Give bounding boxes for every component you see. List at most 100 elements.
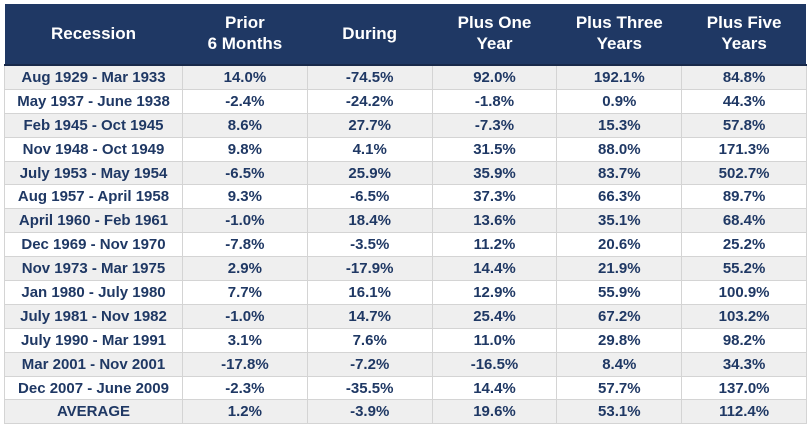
value-cell: 137.0%	[681, 375, 807, 401]
value-cell: 8.4%	[556, 351, 683, 377]
value-cell: 89.7%	[681, 184, 807, 210]
table-row: July 1953 - May 1954 -6.5% 25.9% 35.9% 83.7%…	[4, 160, 807, 186]
table-row: Jan 1980 - July 1980 7.7% 16.1% 12.9% 55.9% 1…	[4, 280, 807, 305]
value-cell: -3.5%	[306, 232, 433, 258]
value-cell: -7.2%	[306, 351, 433, 377]
recession-period-cell: Aug 1957 - April 1958	[4, 184, 183, 210]
recession-period-cell: Dec 2007 - June 2009	[4, 375, 183, 401]
value-cell: 66.3%	[556, 184, 683, 210]
value-cell: 11.0%	[431, 327, 558, 353]
table-row: July 1990 - Mar 1991 3.1% 7.6% 11.0% 29.8% 98…	[4, 327, 807, 353]
recession-period-cell: Nov 1973 - Mar 1975	[4, 256, 183, 282]
value-cell: 11.2%	[431, 232, 558, 258]
column-header-plus-one-year: Plus One Year	[432, 4, 557, 66]
value-cell: 35.1%	[556, 208, 683, 234]
value-cell: 3.1%	[182, 327, 308, 353]
value-cell: 103.2%	[681, 303, 807, 329]
value-cell: 53.1%	[556, 399, 683, 425]
value-cell: 13.6%	[431, 208, 558, 234]
value-cell: 29.8%	[556, 327, 683, 353]
value-cell: 18.4%	[306, 208, 433, 234]
value-cell: 7.6%	[306, 327, 433, 353]
column-header-recession: Recession	[4, 4, 183, 66]
value-cell: 88.0%	[556, 136, 683, 162]
value-cell: 67.2%	[556, 303, 683, 329]
value-cell: -17.8%	[182, 351, 308, 377]
column-header-plus-five-years: Plus Five Years	[681, 4, 807, 66]
value-cell: 502.7%	[681, 160, 807, 186]
recession-period-cell: May 1937 - June 1938	[4, 88, 183, 114]
value-cell: 14.7%	[306, 303, 433, 329]
value-cell: 92.0%	[431, 64, 558, 90]
table-row: Mar 2001 - Nov 2001 -17.8% -7.2% -16.5% 8.4%…	[4, 351, 807, 377]
value-cell: 31.5%	[431, 136, 558, 162]
value-cell: 14.4%	[431, 375, 558, 401]
value-cell: 15.3%	[556, 112, 683, 138]
column-header-during: During	[307, 4, 433, 66]
table-row: Nov 1973 - Mar 1975 2.9% -17.9% 14.4% 21.9% 5…	[4, 256, 807, 282]
value-cell: 8.6%	[182, 112, 308, 138]
value-cell: -16.5%	[431, 351, 558, 377]
table-row: May 1937 - June 1938 -2.4% -24.2% -1.8% 0.9%…	[4, 88, 807, 114]
recession-period-cell: AVERAGE	[4, 399, 183, 425]
table-row: July 1981 - Nov 1982 -1.0% 14.7% 25.4% 67.2%…	[4, 303, 807, 329]
recession-table-container: Recession Prior 6 Months During Plus One…	[4, 4, 807, 425]
value-cell: 25.4%	[431, 303, 558, 329]
value-cell: 1.2%	[182, 399, 308, 425]
value-cell: 84.8%	[681, 64, 807, 90]
value-cell: 25.9%	[306, 160, 433, 186]
value-cell: -35.5%	[306, 375, 433, 401]
recession-period-cell: July 1990 - Mar 1991	[4, 327, 183, 353]
value-cell: 57.8%	[681, 112, 807, 138]
value-cell: 98.2%	[681, 327, 807, 353]
value-cell: 4.1%	[306, 136, 433, 162]
recession-period-cell: Jan 1980 - July 1980	[4, 280, 183, 305]
value-cell: -7.8%	[182, 232, 308, 258]
recession-period-cell: July 1953 - May 1954	[4, 160, 183, 186]
recession-period-cell: Dec 1969 - Nov 1970	[4, 232, 183, 258]
table-row: April 1960 - Feb 1961 -1.0% 18.4% 13.6% 35.1…	[4, 208, 807, 234]
average-row: AVERAGE 1.2% -3.9% 19.6% 53.1% 112.4%	[4, 399, 807, 425]
value-cell: 7.7%	[182, 280, 308, 305]
value-cell: 83.7%	[556, 160, 683, 186]
value-cell: -6.5%	[306, 184, 433, 210]
recession-period-cell: Aug 1929 - Mar 1933	[4, 64, 183, 90]
table-header: Recession Prior 6 Months During Plus One…	[4, 4, 807, 66]
recession-period-cell: Feb 1945 - Oct 1945	[4, 112, 183, 138]
value-cell: 35.9%	[431, 160, 558, 186]
value-cell: 16.1%	[306, 280, 433, 305]
value-cell: 100.9%	[681, 280, 807, 305]
value-cell: 9.8%	[182, 136, 308, 162]
table-row: Dec 2007 - June 2009 -2.3% -35.5% 14.4% 57.7…	[4, 375, 807, 401]
table-body: Aug 1929 - Mar 1933 14.0% -74.5% 92.0% 192.1…	[4, 64, 807, 425]
column-header-plus-three-years: Plus Three Years	[556, 4, 682, 66]
table-row: Nov 1948 - Oct 1949 9.8% 4.1% 31.5% 88.0% 171…	[4, 136, 807, 162]
recession-period-cell: Nov 1948 - Oct 1949	[4, 136, 183, 162]
recession-performance-table: Recession Prior 6 Months During Plus One…	[4, 4, 807, 425]
value-cell: 14.4%	[431, 256, 558, 282]
table-row: Feb 1945 - Oct 1945 8.6% 27.7% -7.3% 15.3% 57…	[4, 112, 807, 138]
value-cell: 14.0%	[182, 64, 308, 90]
value-cell: 55.2%	[681, 256, 807, 282]
table-header-row: Recession Prior 6 Months During Plus One…	[4, 4, 807, 66]
value-cell: -2.4%	[182, 88, 308, 114]
value-cell: 12.9%	[431, 280, 558, 305]
value-cell: 25.2%	[681, 232, 807, 258]
value-cell: 0.9%	[556, 88, 683, 114]
value-cell: 27.7%	[306, 112, 433, 138]
value-cell: -7.3%	[431, 112, 558, 138]
value-cell: 20.6%	[556, 232, 683, 258]
table-row: Aug 1957 - April 1958 9.3% -6.5% 37.3% 66.3%…	[4, 184, 807, 210]
recession-period-cell: July 1981 - Nov 1982	[4, 303, 183, 329]
column-header-prior-6-months: Prior 6 Months	[182, 4, 308, 66]
value-cell: 68.4%	[681, 208, 807, 234]
value-cell: -17.9%	[306, 256, 433, 282]
value-cell: -74.5%	[306, 64, 433, 90]
value-cell: -3.9%	[306, 399, 433, 425]
value-cell: 57.7%	[556, 375, 683, 401]
value-cell: -1.0%	[182, 303, 308, 329]
value-cell: 112.4%	[681, 399, 807, 425]
value-cell: -6.5%	[182, 160, 308, 186]
value-cell: 2.9%	[182, 256, 308, 282]
